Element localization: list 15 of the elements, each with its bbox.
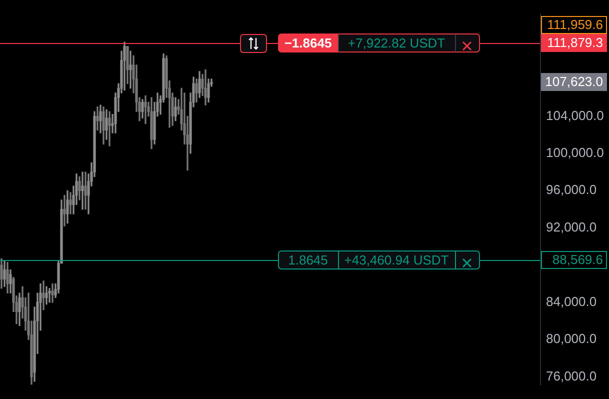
y-tick-label: 100,000.0 — [546, 145, 604, 160]
y-tick-label: 84,000.0 — [546, 294, 597, 309]
annotation: +7,922.82 USDT — [348, 36, 446, 51]
ref-line-label: 88,569.6 — [552, 252, 603, 268]
y-tick-label: 76,000.0 — [546, 368, 597, 384]
ref-line-label: 111,879.3 — [547, 35, 603, 50]
annotation: 1.8645 — [288, 252, 328, 268]
y-tick-label: 80,000.0 — [546, 331, 597, 346]
y-tick-label: 96,000.0 — [546, 182, 597, 198]
y-tick-label: 104,000.0 — [546, 108, 604, 123]
annotation: +43,460.94 USDT — [344, 252, 449, 268]
text: 107,623.0 — [545, 74, 603, 90]
text: 111,959.6 — [547, 17, 603, 32]
y-tick-label: 92,000.0 — [546, 219, 597, 234]
annotation: −1.8645 — [284, 36, 332, 51]
